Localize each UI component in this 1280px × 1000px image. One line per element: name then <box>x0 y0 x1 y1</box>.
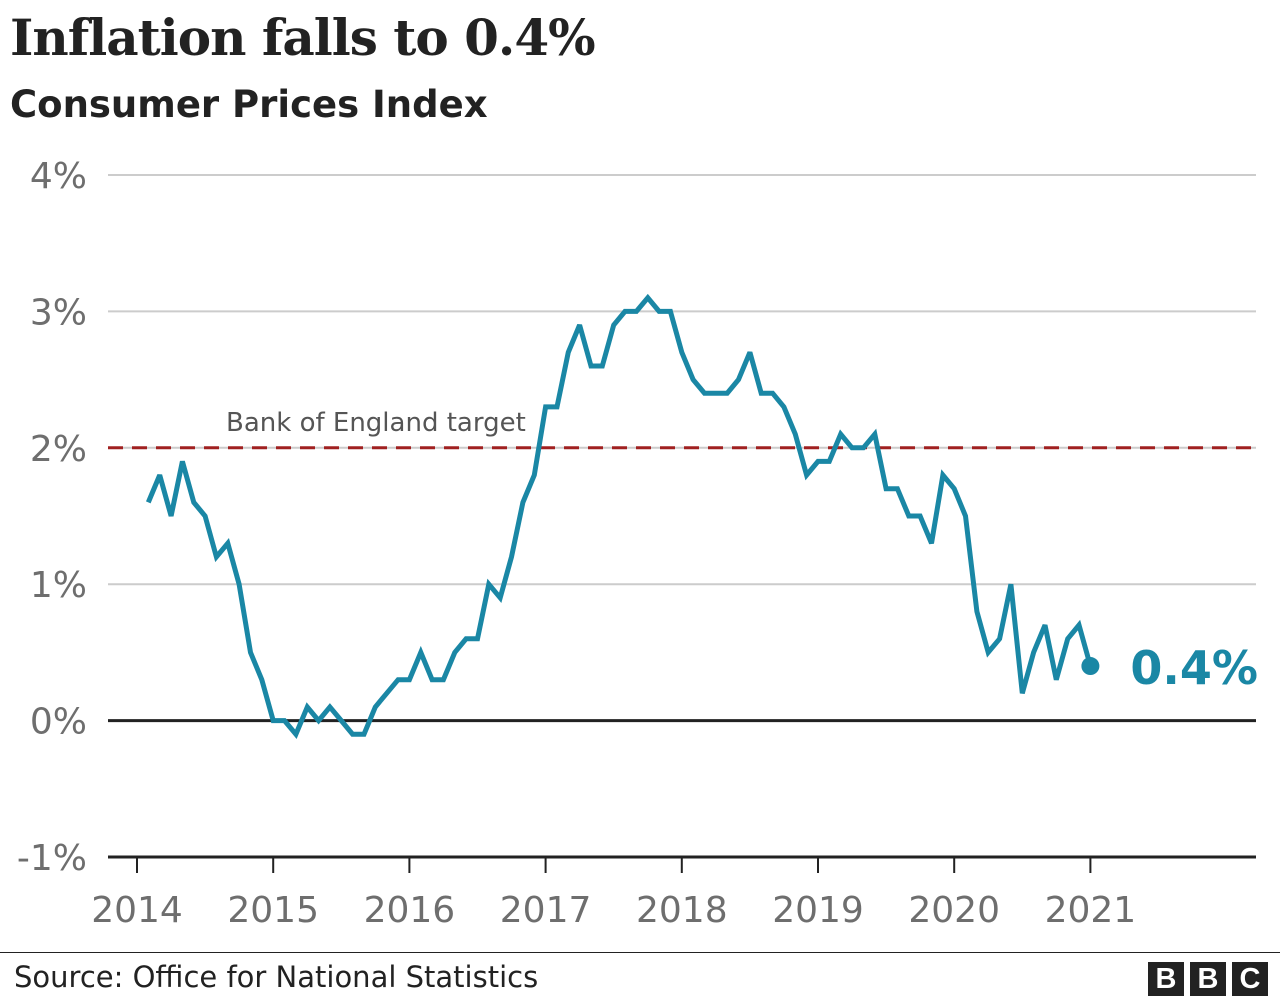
y-tick-label: 1% <box>30 565 87 606</box>
y-tick-label: 4% <box>30 156 87 197</box>
footer-divider <box>0 952 1280 953</box>
logo-letter: B <box>1148 962 1184 996</box>
gridlines <box>108 174 1256 859</box>
line-chart: 4%3%2%1%0%-1% 2014 2015 2016 2017 2018 2019 20… <box>17 156 1258 931</box>
x-tick-label: 2021 <box>1045 890 1137 931</box>
source-note: Source: Office for National Statistics <box>14 960 539 994</box>
cpi-series-line <box>145 293 1093 739</box>
x-tick-label: 2020 <box>908 890 1000 931</box>
x-tick-label: 2015 <box>227 890 319 931</box>
x-tick-label: 2014 <box>91 890 183 931</box>
y-tick-label: -1% <box>17 838 87 879</box>
target-reference: Bank of England target <box>108 408 1256 450</box>
x-axis-ticks: 2014 2015 2016 2017 2018 2019 2020 2021 <box>91 857 1136 931</box>
x-tick-label: 2017 <box>500 890 592 931</box>
y-axis-ticks: 4% 3% 2% 1% 0% -1% <box>17 156 87 879</box>
y-tick-label: 3% <box>30 292 87 333</box>
y-tick-label: 2% <box>30 429 87 470</box>
chart-subtitle: Consumer Prices Index <box>10 83 488 126</box>
logo-letter: B <box>1190 962 1226 996</box>
target-line-label: Bank of England target <box>226 408 526 438</box>
x-tick-label: 2019 <box>772 890 864 931</box>
latest-value-marker <box>1081 657 1100 676</box>
series: 0.4% <box>145 293 1258 739</box>
x-tick-label: 2016 <box>364 890 456 931</box>
y-tick-label: 0% <box>30 702 87 743</box>
latest-value-label: 0.4% <box>1130 641 1258 695</box>
chart-title: Inflation falls to 0.4% <box>10 8 596 67</box>
bbc-logo: B B C <box>1148 962 1268 996</box>
logo-letter: C <box>1232 962 1268 996</box>
x-tick-label: 2018 <box>636 890 728 931</box>
